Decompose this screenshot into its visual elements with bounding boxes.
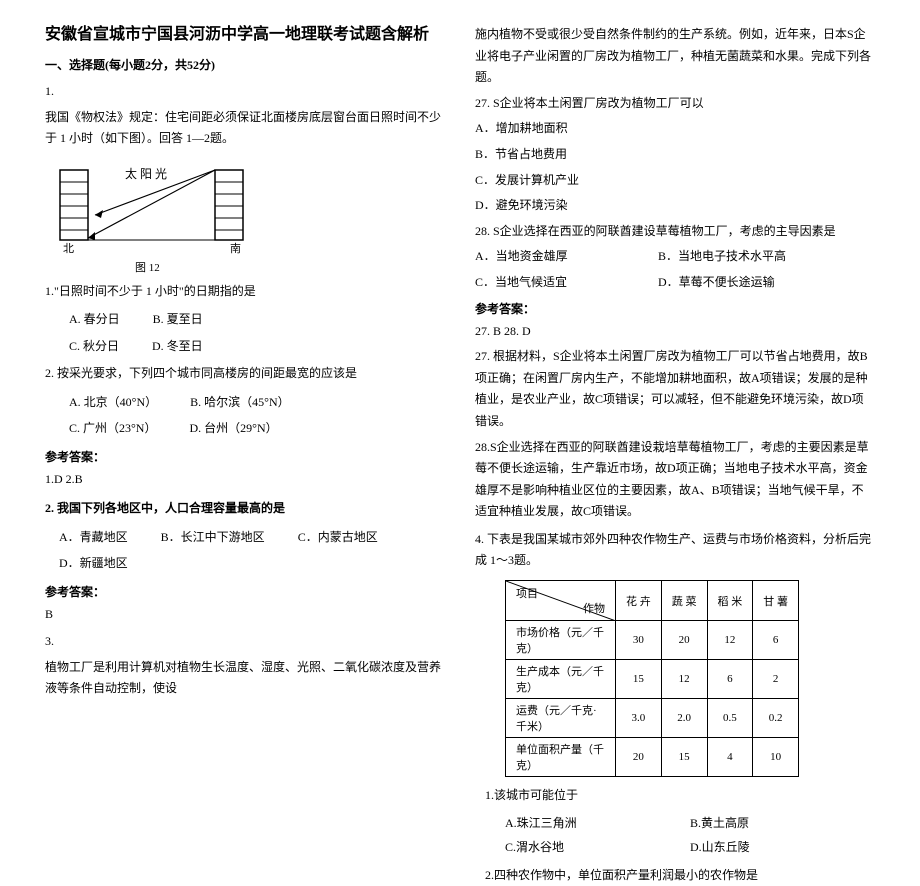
q4s1-opt-d: D.山东丘陵 [690,835,875,859]
table-header-diag: 项目 作物 [506,581,616,621]
q2-text: 2. 我国下列各地区中，人口合理容量最高的是 [45,498,445,520]
q4-sub1-row1: A.珠江三角洲 B.黄土高原 [475,811,875,835]
exp27: 27. 根据材料，S企业将本土闲置厂房改为植物工厂可以节省占地费用，故B项正确；… [475,346,875,432]
q1s2-opt-c: C. 广州（23°N） [69,415,156,441]
q2-opt-a: A．青藏地区 [59,524,128,550]
q1s1-opt-a: A. 春分日 [69,306,120,332]
q28-text: 28. S企业选择在西亚的阿联酋建设草莓植物工厂，考虑的主导因素是 [475,221,875,243]
q1s1-opt-d: D. 冬至日 [152,333,203,359]
section-1-header: 一、选择题(每小题2分，共52分) [45,56,445,73]
table-row: 生产成本（元／千克）151262 [506,660,799,699]
document-title: 安徽省宣城市宁国县河沥中学高一地理联考试题含解析 [45,20,445,44]
q28-opt-c: C．当地气候适宜 [475,272,655,294]
q4s1-opt-b: B.黄土高原 [690,811,875,835]
q27-opt-d: D．避免环境污染 [475,195,875,217]
table-header-row: 项目 作物 花 卉 蔬 菜 稻 米 甘 薯 [506,581,799,621]
q28-opt-b: B．当地电子技术水平高 [658,249,786,263]
col-sweet: 甘 薯 [753,581,799,621]
q2-opt-b: B．长江中下游地区 [161,524,265,550]
left-column: 安徽省宣城市宁国县河沥中学高一地理联考试题含解析 一、选择题(每小题2分，共52… [30,20,460,631]
q28-options-row1: A．当地资金雄厚 B．当地电子技术水平高 [475,246,875,268]
right-intro: 施内植物不受或很少受自然条件制约的生产系统。例如，近年来，日本S企业将电子产业闲… [475,24,875,89]
sunlight-diagram: 太 阳 光 北 南 图 12 [55,160,445,275]
q2-opt-c: C．内蒙古地区 [298,524,378,550]
table-row: 市场价格（元／千克）3020126 [506,621,799,660]
q3-text: 植物工厂是利用计算机对植物生长温度、湿度、光照、二氧化碳浓度及营养液等条件自动控… [45,657,445,700]
q4-sub2: 2.四种农作物中，单位面积产量利润最小的农作物是 [475,865,875,886]
table-row: 单位面积产量（千克）2015410 [506,738,799,777]
q27-opt-c: C．发展计算机产业 [475,170,875,192]
diagram-caption: 图 12 [55,259,445,275]
q1s2-opt-b: B. 哈尔滨（45°N） [190,389,289,415]
q3-num: 3. [45,631,445,653]
q1s2-opt-d: D. 台州（29°N） [189,415,277,441]
q28-opt-a: A．当地资金雄厚 [475,246,655,268]
q2-opt-d: D．新疆地区 [59,550,128,576]
ans2728-ans: 27. B 28. D [475,321,875,343]
ans2728-label: 参考答案： [475,300,875,317]
q28-opt-d: D．草莓不便长途运输 [658,275,775,289]
q1-sub2: 2. 按采光要求，下列四个城市同高楼房的间距最宽的应该是 [45,363,445,385]
q1-sub1-options: A. 春分日 B. 夏至日 C. 秋分日 D. 冬至日 [45,306,445,359]
q1-sub2-options: A. 北京（40°N） B. 哈尔滨（45°N） C. 广州（23°N） D. … [45,389,445,442]
q4s1-opt-a: A.珠江三角洲 [505,811,690,835]
q1s2-opt-a: A. 北京（40°N） [69,389,157,415]
q1-answer: 1.D 2.B [45,469,445,491]
q4-sub1: 1.该城市可能位于 [475,785,875,807]
q1-sub1: 1."日照时间不少于 1 小时"的日期指的是 [45,281,445,303]
q1-answer-label: 参考答案： [45,448,445,465]
q27-opt-b: B．节省占地费用 [475,144,875,166]
q27-text: 27. S企业将本土闲置厂房改为植物工厂可以 [475,93,875,115]
col-rice: 稻 米 [707,581,753,621]
south-label: 南 [230,242,241,255]
col-flower: 花 卉 [616,581,662,621]
table-row: 运费（元／千克·千米）3.02.00.50.2 [506,699,799,738]
q1-intro: 我国《物权法》规定：住宅间距必须保证北面楼房底层窗台面日照时间不少于 1 小时（… [45,107,445,150]
q1s1-opt-b: B. 夏至日 [153,306,203,332]
q28-options-row2: C．当地气候适宜 D．草莓不便长途运输 [475,272,875,294]
north-label: 北 [63,242,74,255]
q1s1-opt-c: C. 秋分日 [69,333,119,359]
q4-sub1-row2: C.渭水谷地 D.山东丘陵 [475,835,875,859]
exp28: 28.S企业选择在西亚的阿联酋建设栽培草莓植物工厂，考虑的主要因素是草莓不便长途… [475,437,875,523]
q2-answer-label: 参考答案： [45,583,445,600]
col-veg: 蔬 菜 [661,581,707,621]
q2-options: A．青藏地区 B．长江中下游地区 C．内蒙古地区 D．新疆地区 [45,524,445,577]
right-column: 施内植物不受或很少受自然条件制约的生产系统。例如，近年来，日本S企业将电子产业闲… [460,20,890,631]
sun-label: 太 阳 光 [125,166,167,181]
crops-table: 项目 作物 花 卉 蔬 菜 稻 米 甘 薯 市场价格（元／千克）3020126 … [505,580,799,777]
q1-num: 1. [45,81,445,103]
q4s1-opt-c: C.渭水谷地 [505,835,690,859]
q4-text: 4. 下表是我国某城市郊外四种农作物生产、运费与市场价格资料，分析后完成 1～3… [475,529,875,572]
q2-answer: B [45,604,445,626]
q27-opt-a: A．增加耕地面积 [475,118,875,140]
